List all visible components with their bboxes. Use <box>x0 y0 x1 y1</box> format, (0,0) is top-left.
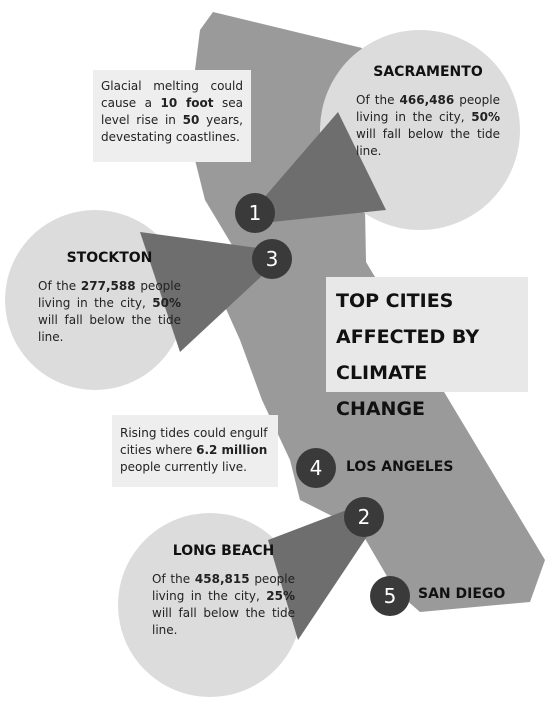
text: Rising tides could engulf cities where <box>120 426 268 457</box>
callout-circle <box>5 210 185 390</box>
marker: 3 <box>252 239 292 279</box>
text: 50 <box>182 113 200 127</box>
marker: 2 <box>344 497 384 537</box>
marker: 4 <box>296 448 336 488</box>
text: will fall below the tide line. <box>38 313 181 344</box>
marker-number: 3 <box>266 247 279 271</box>
text: 50% <box>152 296 181 310</box>
text: 466,486 <box>399 93 455 107</box>
marker-number: 2 <box>358 505 371 529</box>
text: 10 foot <box>160 96 214 110</box>
callout-title: LONG BEACH <box>172 543 275 559</box>
text: will fall below the tide line. <box>356 127 500 158</box>
marker: 1 <box>235 193 275 233</box>
heading: TOP CITIES AFFECTED BY CLIMATE CHANGE <box>336 290 480 420</box>
text: will fall below the tide line. <box>152 606 295 637</box>
text: sea level rise in <box>101 96 243 127</box>
text: Glacial melting could cause a <box>101 79 243 110</box>
note-box: Glacial melting could cause a 10 foot se… <box>93 70 251 162</box>
callout-title: STOCKTON <box>66 250 153 266</box>
callout-text: Of the 466,486 people living in the city… <box>356 92 500 160</box>
text: people living in the city, <box>152 572 295 603</box>
marker-number: 4 <box>310 456 323 480</box>
marker: 5 <box>370 576 410 616</box>
heading-box: TOP CITIES AFFECTED BY CLIMATE CHANGE <box>326 277 528 420</box>
callout-text: Of the 277,588 people living in the city… <box>38 278 181 346</box>
text: Of the <box>152 572 191 586</box>
text: 458,815 <box>194 572 250 586</box>
text: people living in the city, <box>38 279 181 310</box>
callout-wedge <box>268 508 374 640</box>
callout: LONG BEACH Of the 458,815 people living … <box>152 543 295 639</box>
text: Of the <box>356 93 395 107</box>
callout: SACRAMENTO Of the 466,486 people living … <box>356 64 500 160</box>
callout-title: SACRAMENTO <box>373 64 483 80</box>
callout: STOCKTON Of the 277,588 people living in… <box>38 250 181 346</box>
text: people currently live. <box>120 460 247 474</box>
text: Of the <box>38 279 77 293</box>
callout-circle <box>118 513 302 697</box>
text: 50% <box>471 110 500 124</box>
note-text: Glacial melting could cause a 10 foot se… <box>101 78 243 146</box>
callout-wedge <box>140 232 266 352</box>
city-label: LOS ANGELES <box>346 459 453 475</box>
marker-number: 5 <box>384 584 397 608</box>
note-text: Rising tides could engulf cities where 6… <box>120 425 270 476</box>
text: 25% <box>266 589 295 603</box>
callout-wedge <box>262 112 386 222</box>
text: 6.2 million <box>196 443 268 457</box>
text: 277,588 <box>80 279 136 293</box>
note-box: Rising tides could engulf cities where 6… <box>112 415 278 487</box>
city-label: SAN DIEGO <box>418 586 505 602</box>
callout-text: Of the 458,815 people living in the city… <box>152 571 295 639</box>
text: people living in the city, <box>356 93 500 124</box>
marker-number: 1 <box>249 201 262 225</box>
text: years, devestating coastlines. <box>101 113 243 144</box>
